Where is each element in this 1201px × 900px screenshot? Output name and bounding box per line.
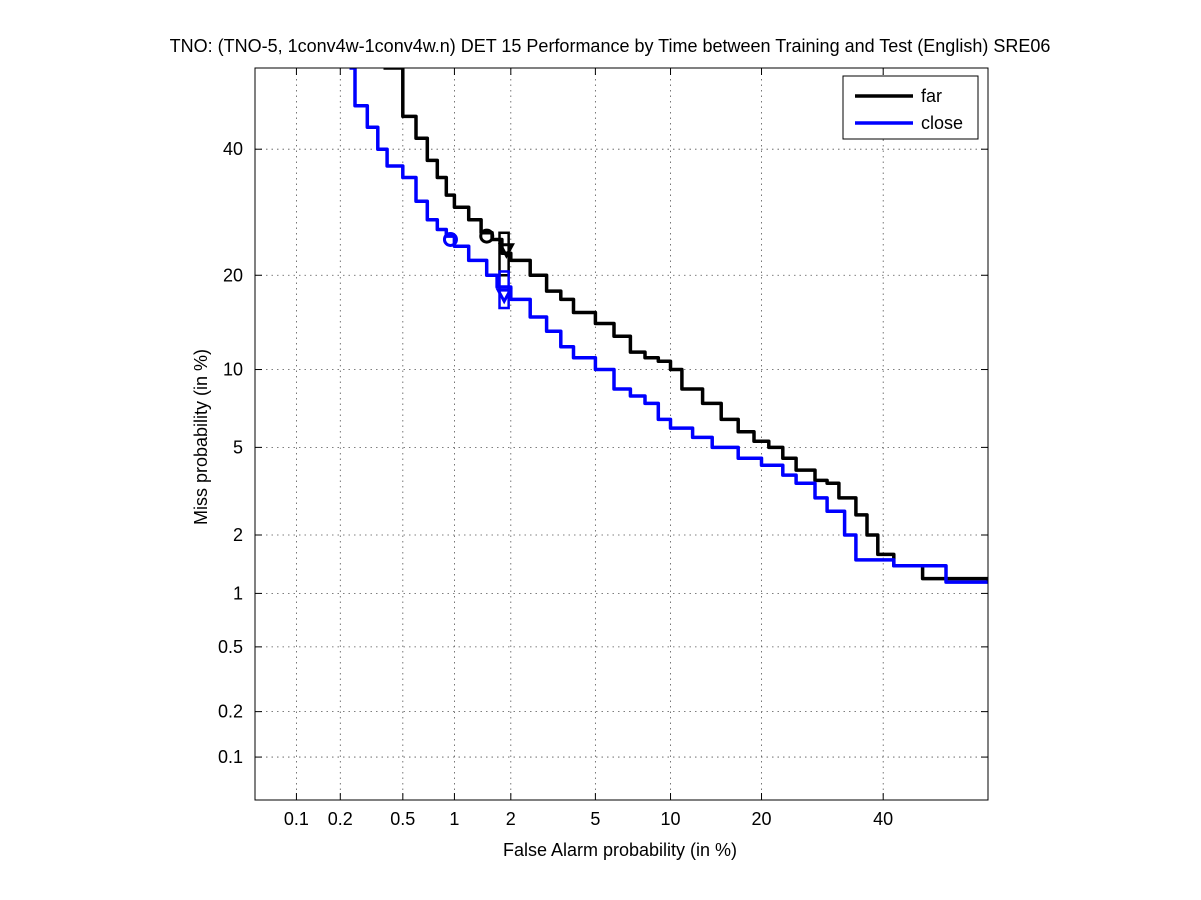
legend-box (842, 75, 979, 140)
x-tick-label: 0.1 (284, 809, 309, 829)
x-tick-label: 1 (449, 809, 459, 829)
y-tick-label: 0.1 (218, 747, 243, 767)
x-tick-label: 0.2 (328, 809, 353, 829)
series-line-close (349, 68, 988, 584)
x-tick-label: 2 (506, 809, 516, 829)
y-tick-label: 20 (223, 265, 243, 285)
act-dcf-marker-close (495, 288, 513, 305)
min-dcf-marker-close (442, 231, 458, 247)
act-dcf-marker-far (497, 243, 515, 259)
x-tick-label: 0.5 (390, 809, 415, 829)
x-axis-label: False Alarm probability (in %) (503, 840, 737, 860)
y-axis-ticks: 0.1 0.2 0.5 1 2 5 10 20 40 (218, 139, 988, 767)
plot-area (349, 68, 988, 584)
x-axis-ticks: 0.1 0.2 0.5 1 2 5 10 20 40 (284, 68, 893, 829)
legend: far close (842, 75, 979, 140)
y-tick-label: 40 (223, 139, 243, 159)
min-dcf-marker-far (479, 228, 495, 244)
grid-lines (255, 68, 988, 800)
y-tick-label: 5 (233, 437, 243, 457)
y-tick-label: 1 (233, 583, 243, 603)
plot-frame (254, 67, 989, 801)
y-tick-label: 10 (223, 360, 243, 380)
chart-title: TNO: (TNO-5, 1conv4w-1conv4w.n) DET 15 P… (170, 36, 1051, 56)
y-tick-label: 0.5 (218, 637, 243, 657)
series-line-far (383, 68, 988, 583)
legend-label-far: far (921, 86, 942, 106)
y-axis-label: Miss probability (in %) (191, 349, 211, 525)
x-tick-label: 40 (873, 809, 893, 829)
y-tick-label: 0.2 (218, 702, 243, 722)
y-tick-label: 2 (233, 525, 243, 545)
x-tick-label: 5 (590, 809, 600, 829)
x-tick-label: 20 (752, 809, 772, 829)
x-tick-label: 10 (661, 809, 681, 829)
legend-label-close: close (921, 113, 963, 133)
